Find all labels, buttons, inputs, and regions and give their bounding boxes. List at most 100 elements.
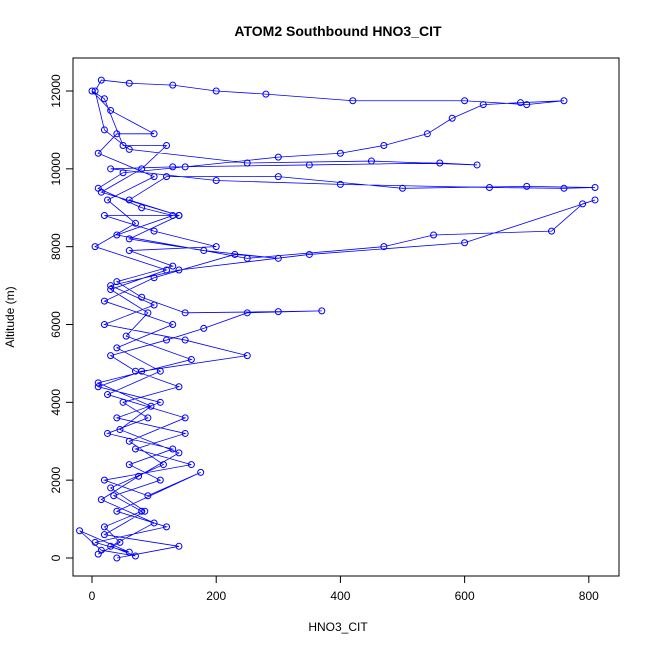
data-point (138, 293, 146, 301)
y-tick-label: 0 (49, 554, 63, 561)
y-tick-label: 2000 (49, 466, 63, 493)
data-point (349, 97, 357, 105)
data-point (212, 177, 220, 185)
data-point (181, 163, 189, 171)
data-point (399, 184, 407, 192)
data-point (125, 247, 133, 255)
data-point (212, 87, 220, 95)
data-point (107, 484, 115, 492)
data-point (131, 445, 139, 453)
data-point (125, 235, 133, 243)
data-point (94, 383, 102, 391)
data-point (107, 542, 115, 550)
data-point (131, 219, 139, 227)
data-point (156, 476, 164, 484)
data-point (150, 274, 158, 282)
data-point (212, 243, 220, 251)
data-point (97, 188, 105, 196)
x-tick-label: 800 (579, 589, 599, 603)
data-point (119, 398, 127, 406)
data-point (144, 414, 152, 422)
data-point (100, 320, 108, 328)
data-point (141, 507, 149, 515)
data-point (523, 182, 531, 190)
data-point (169, 262, 177, 270)
data-point (231, 250, 239, 258)
data-point (91, 538, 99, 546)
data-point (91, 243, 99, 251)
data-point (116, 538, 124, 546)
data-point (336, 149, 344, 157)
data-point (336, 180, 344, 188)
data-point (113, 507, 121, 515)
data-point (274, 173, 282, 181)
data-point (150, 301, 158, 309)
data-point (144, 492, 152, 500)
y-tick-label: 4000 (49, 389, 63, 416)
data-line (79, 79, 596, 559)
data-point (100, 126, 108, 134)
data-point (523, 101, 531, 109)
data-point (107, 285, 115, 293)
data-point (113, 130, 121, 138)
data-point (169, 163, 177, 171)
data-point (548, 227, 556, 235)
data-point (107, 165, 115, 173)
data-point (579, 200, 587, 208)
data-point (169, 320, 177, 328)
data-point (119, 169, 127, 177)
data-point (94, 149, 102, 157)
data-point (125, 196, 133, 204)
data-point (156, 367, 164, 375)
data-point (169, 445, 177, 453)
data-point (91, 87, 99, 95)
data-point (113, 554, 121, 562)
data-point (461, 239, 469, 247)
data-point (150, 519, 158, 527)
data-point (485, 184, 493, 192)
x-tick-label: 0 (89, 589, 96, 603)
data-point (125, 548, 133, 556)
data-point (150, 227, 158, 235)
data-point (591, 196, 599, 204)
data-point (135, 472, 143, 480)
data-point (181, 309, 189, 317)
data-point (100, 531, 108, 539)
data-point (107, 282, 115, 290)
data-point (159, 461, 167, 469)
data-point (436, 159, 444, 167)
data-point (197, 468, 205, 476)
data-point (125, 461, 133, 469)
data-point (274, 153, 282, 161)
data-point (156, 398, 164, 406)
data-point (175, 383, 183, 391)
data-point (243, 159, 251, 167)
data-point (113, 278, 121, 286)
data-point (305, 250, 313, 258)
data-point (163, 141, 171, 149)
data-point (169, 81, 177, 89)
data-point (100, 476, 108, 484)
data-point (138, 165, 146, 173)
data-point (138, 204, 146, 212)
data-point (200, 324, 208, 332)
data-point (150, 130, 158, 138)
chart-title: ATOM2 Southbound HNO3_CIT (234, 23, 442, 39)
data-point (163, 173, 171, 181)
data-point (150, 173, 158, 181)
plot-box (72, 57, 620, 577)
x-tick-label: 200 (206, 589, 226, 603)
x-tick-label: 600 (455, 589, 475, 603)
data-point (163, 336, 171, 344)
data-point (305, 161, 313, 169)
data-point (97, 546, 105, 554)
data-point (138, 367, 146, 375)
data-point (104, 429, 112, 437)
y-tick-label: 6000 (49, 311, 63, 338)
data-point (144, 309, 152, 317)
data-point (163, 266, 171, 274)
data-point (163, 523, 171, 531)
data-point (181, 414, 189, 422)
